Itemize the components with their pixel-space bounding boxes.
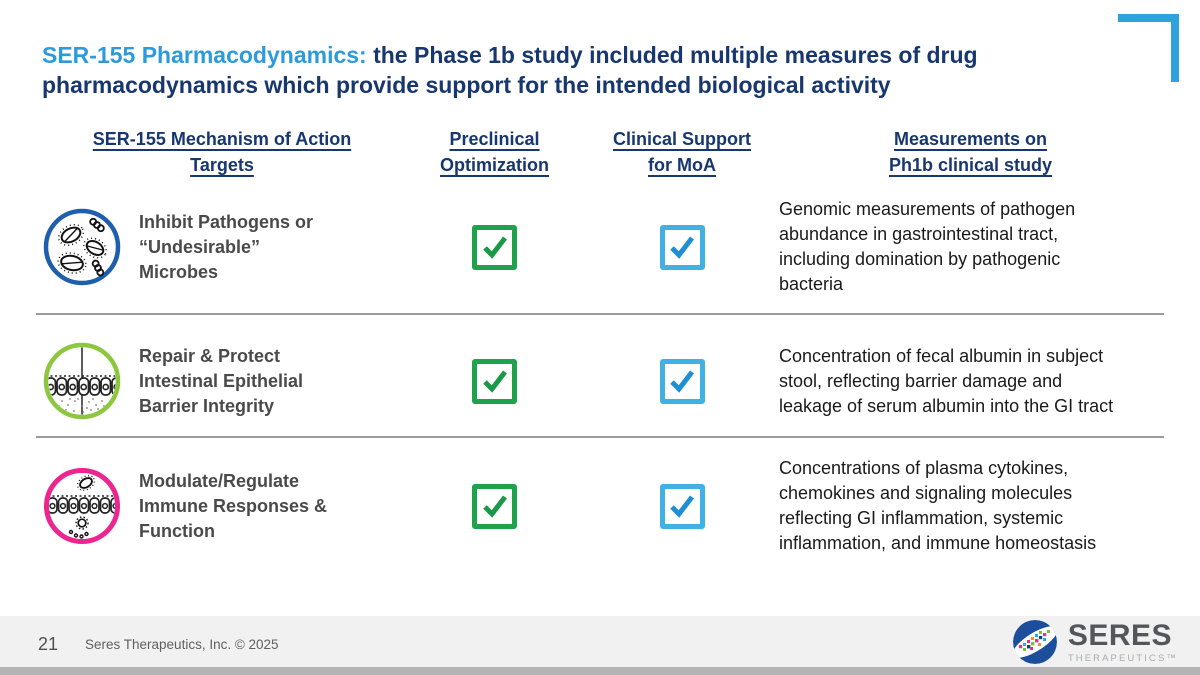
row-divider [36, 313, 1164, 315]
measurement-text: Concentration of fecal albumin in subjec… [779, 345, 1114, 416]
clinical-checkbox-checked [659, 483, 705, 529]
page-title: SER-155 Pharmacodynamics: the Phase 1b s… [42, 40, 1112, 100]
seres-globe-icon [1012, 620, 1057, 664]
preclinical-checkbox-checked [472, 224, 517, 270]
corner-accent-vertical [1171, 14, 1179, 82]
table-row: Repair & Protect Intestinal Epithelial B… [42, 326, 1164, 436]
table-row: Modulate/Regulate Immune Responses & Fun… [42, 449, 1164, 563]
target-cell: Inhibit Pathogens or “Undesirable” Micro… [42, 207, 402, 287]
table-header-measurements: Measurements on Ph1b clinical study [888, 129, 1053, 175]
preclinical-cell [402, 358, 587, 404]
preclinical-cell [402, 483, 587, 529]
title-highlight: SER-155 Pharmacodynamics: [42, 42, 367, 68]
target-cell: Modulate/Regulate Immune Responses & Fun… [42, 466, 402, 546]
target-cell: Repair & Protect Intestinal Epithelial B… [42, 341, 402, 421]
logo-subtitle: THERAPEUTICS™ [1067, 652, 1178, 664]
table-header-moa-targets: SER-155 Mechanism of Action Targets [92, 129, 352, 175]
row-divider [36, 436, 1164, 438]
copyright-text: Seres Therapeutics, Inc. © 2025 [85, 637, 279, 652]
bottom-bar [0, 667, 1200, 675]
measurement-text: Concentrations of plasma cytokines, chem… [779, 458, 1097, 553]
immune-modulation-icon [44, 468, 120, 544]
title-rest: the Phase 1b study included multiple mea… [42, 42, 978, 98]
logo-brand: SERES [1067, 618, 1173, 652]
page-number: 21 [38, 634, 59, 654]
clinical-support-cell [587, 358, 777, 404]
table-row: Inhibit Pathogens or “Undesirable” Micro… [42, 190, 1164, 304]
table-header-row: SER-155 Mechanism of Action Targets Prec… [42, 126, 1164, 178]
target-label: Repair & Protect Intestinal Epithelial B… [139, 345, 304, 416]
table-header-preclinical: Preclinical Optimization [440, 129, 549, 175]
epithelial-barrier-icon [43, 342, 121, 420]
clinical-checkbox-checked [659, 358, 705, 404]
corner-accent-horizontal [1118, 14, 1179, 22]
clinical-support-cell [587, 224, 777, 270]
clinical-checkbox-checked [659, 224, 705, 270]
table-header-clinical-support: Clinical Support for MoA [612, 129, 751, 175]
seres-logo: SERES THERAPEUTICS™ [1011, 618, 1178, 666]
preclinical-cell [402, 224, 587, 270]
seres-logo-text: SERES THERAPEUTICS™ [1067, 618, 1178, 664]
pathogens-microbes-icon [43, 208, 121, 286]
footer-strip [0, 616, 1200, 667]
clinical-support-cell [587, 483, 777, 529]
target-label: Modulate/Regulate Immune Responses & Fun… [139, 470, 328, 541]
measurement-text: Genomic measurements of pathogen abundan… [779, 199, 1076, 294]
preclinical-checkbox-checked [472, 358, 517, 404]
preclinical-checkbox-checked [472, 483, 517, 529]
target-label: Inhibit Pathogens or “Undesirable” Micro… [139, 211, 313, 282]
